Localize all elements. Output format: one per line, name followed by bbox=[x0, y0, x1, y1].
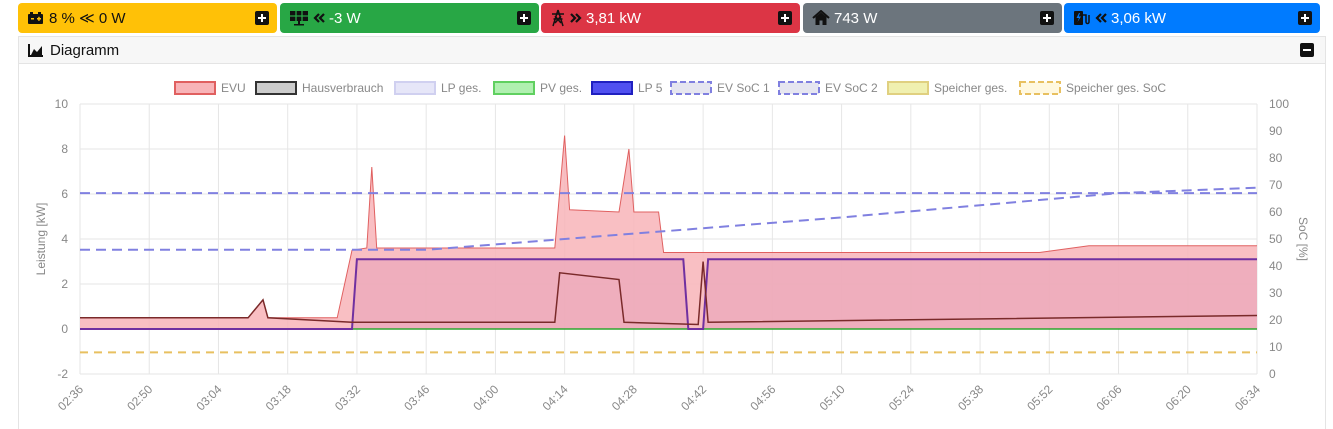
power-pylon-icon bbox=[550, 9, 566, 27]
y2-tick-label: 20 bbox=[1269, 313, 1283, 327]
panel-header[interactable]: Diagramm bbox=[19, 37, 1325, 64]
chevron-left-double-icon bbox=[1095, 12, 1107, 24]
battery-tile[interactable]: 8 % ≪ 0 W bbox=[18, 3, 277, 33]
legend-swatch bbox=[394, 81, 436, 95]
charge-value: 3,06 kW bbox=[1111, 9, 1167, 27]
legend-swatch bbox=[887, 81, 929, 95]
x-tick-label: 04:56 bbox=[747, 382, 778, 413]
x-tick-label: 06:20 bbox=[1163, 382, 1194, 413]
x-tick-label: 03:18 bbox=[263, 382, 294, 413]
y-tick-label: -2 bbox=[57, 367, 68, 381]
expand-pv-button[interactable] bbox=[517, 11, 531, 25]
legend-label: LP 5 bbox=[638, 81, 663, 95]
charge-tile[interactable]: 3,06 kW bbox=[1064, 3, 1320, 33]
legend-swatch bbox=[255, 81, 297, 95]
legend-swatch bbox=[591, 81, 633, 95]
series-ev-soc-2 bbox=[80, 186, 1258, 251]
y2-tick-label: 80 bbox=[1269, 151, 1283, 165]
x-tick-label: 02:36 bbox=[55, 382, 86, 413]
y-tick-label: 10 bbox=[55, 97, 69, 111]
y-axis-label: Leistung [kW] bbox=[34, 203, 48, 276]
grid-value: 3,81 kW bbox=[586, 9, 642, 27]
legend-swatch bbox=[1019, 81, 1061, 95]
y2-tick-label: 40 bbox=[1269, 259, 1283, 273]
y2-tick-label: 100 bbox=[1269, 97, 1289, 111]
x-tick-label: 06:34 bbox=[1232, 382, 1263, 413]
x-tick-label: 04:42 bbox=[678, 382, 709, 413]
x-tick-label: 04:28 bbox=[609, 382, 640, 413]
legend-swatch bbox=[670, 81, 712, 95]
panel-title: Diagramm bbox=[50, 41, 120, 59]
y-tick-label: 4 bbox=[61, 232, 68, 246]
expand-charge-button[interactable] bbox=[1298, 11, 1312, 25]
expand-house-button[interactable] bbox=[1040, 11, 1054, 25]
grid-tile[interactable]: 3,81 kW bbox=[541, 3, 800, 33]
legend-label: LP ges. bbox=[441, 81, 481, 95]
y2-tick-label: 70 bbox=[1269, 178, 1283, 192]
legend-label: EV SoC 2 bbox=[825, 81, 878, 95]
x-tick-label: 05:24 bbox=[886, 382, 917, 413]
legend-label: EVU bbox=[221, 81, 246, 95]
legend-label: PV ges. bbox=[540, 81, 582, 95]
y2-tick-label: 10 bbox=[1269, 340, 1283, 354]
x-tick-label: 03:46 bbox=[401, 382, 432, 413]
series-lp5-area bbox=[80, 259, 1257, 329]
y2-tick-label: 30 bbox=[1269, 286, 1283, 300]
pv-tile[interactable]: -3 W bbox=[280, 3, 539, 33]
x-tick-label: 03:04 bbox=[193, 382, 224, 413]
legend-swatch bbox=[174, 81, 216, 95]
legend-label: Hausverbrauch bbox=[302, 81, 383, 95]
house-value: 743 W bbox=[834, 9, 878, 27]
y2-tick-label: 0 bbox=[1269, 367, 1276, 381]
y2-tick-label: 50 bbox=[1269, 232, 1283, 246]
y2-tick-label: 90 bbox=[1269, 124, 1283, 138]
y-tick-label: 2 bbox=[61, 277, 68, 291]
y-tick-label: 6 bbox=[61, 187, 68, 201]
ev-charger-icon bbox=[1073, 10, 1091, 26]
x-tick-label: 03:32 bbox=[332, 382, 363, 413]
x-tick-label: 05:52 bbox=[1024, 382, 1055, 413]
legend-label: Speicher ges. bbox=[934, 81, 1007, 95]
y2-tick-label: 60 bbox=[1269, 205, 1283, 219]
series-hausverbrauch bbox=[80, 261, 1258, 326]
y2-axis-label: SoC [%] bbox=[1296, 217, 1310, 261]
x-tick-label: 04:00 bbox=[470, 382, 501, 413]
chevron-left-double-icon bbox=[313, 12, 325, 24]
area-chart-icon bbox=[28, 43, 44, 57]
collapse-button[interactable] bbox=[1300, 43, 1314, 57]
battery-icon bbox=[27, 11, 45, 25]
x-tick-label: 05:10 bbox=[817, 382, 848, 413]
house-icon bbox=[812, 10, 830, 26]
series-evu bbox=[80, 135, 1257, 319]
legend-swatch bbox=[778, 81, 820, 95]
chevron-right-double-icon bbox=[570, 12, 582, 24]
solar-panel-icon bbox=[289, 10, 309, 26]
diagram-panel: Diagramm 10 8 6 4 2 0 -2 100 90 80 70 60 50 40 30 20 10 0… bbox=[18, 36, 1326, 429]
x-tick-label: 04:14 bbox=[540, 382, 571, 413]
x-tick-label: 05:38 bbox=[955, 382, 986, 413]
y-tick-label: 0 bbox=[61, 322, 68, 336]
x-tick-label: 06:06 bbox=[1094, 382, 1125, 413]
legend-label: EV SoC 1 bbox=[717, 81, 770, 95]
x-tick-label: 02:50 bbox=[124, 382, 155, 413]
battery-value: 8 % ≪ 0 W bbox=[49, 10, 126, 27]
house-tile[interactable]: 743 W bbox=[803, 3, 1062, 33]
series-lp5 bbox=[80, 258, 1257, 330]
expand-battery-button[interactable] bbox=[255, 11, 269, 25]
expand-grid-button[interactable] bbox=[778, 11, 792, 25]
pv-value: -3 W bbox=[329, 9, 361, 27]
y-tick-label: 8 bbox=[61, 142, 68, 156]
legend-label: Speicher ges. SoC bbox=[1066, 81, 1166, 95]
legend-swatch bbox=[493, 81, 535, 95]
